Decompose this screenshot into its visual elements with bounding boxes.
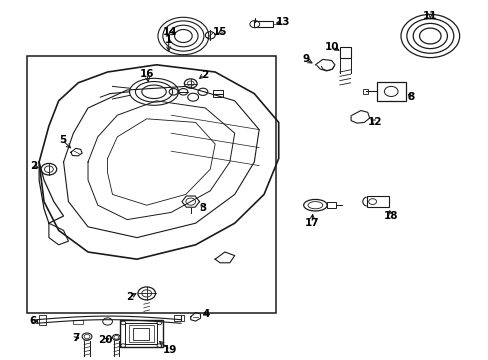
Bar [366, 196, 388, 207]
Text: 2: 2 [126, 292, 133, 302]
Text: 1: 1 [165, 35, 172, 45]
Bar [376, 82, 405, 101]
Text: 10: 10 [325, 42, 339, 52]
Bar [39, 315, 46, 325]
Bar [133, 328, 149, 340]
Text: 17: 17 [304, 218, 319, 228]
Text: 5: 5 [59, 135, 66, 145]
Text: 15: 15 [212, 27, 227, 37]
Text: 19: 19 [163, 345, 177, 355]
Text: 2: 2 [201, 69, 207, 80]
Text: 3: 3 [199, 203, 206, 213]
Text: 6: 6 [30, 316, 37, 326]
Bar [173, 315, 184, 321]
Text: 7: 7 [72, 333, 80, 343]
Bar [73, 320, 83, 324]
Text: 14: 14 [163, 27, 177, 37]
Bar [27, 56, 276, 313]
Text: 18: 18 [383, 211, 398, 221]
Text: 9: 9 [302, 54, 308, 64]
Bar [120, 320, 163, 347]
Bar [362, 89, 367, 94]
Text: 2: 2 [30, 161, 37, 171]
Text: 11: 11 [422, 11, 437, 21]
Text: 13: 13 [275, 17, 289, 27]
Text: 4: 4 [202, 309, 210, 319]
Bar [129, 325, 153, 342]
Bar [212, 90, 223, 97]
Bar [326, 202, 335, 208]
Text: 8: 8 [407, 92, 413, 102]
Bar [339, 47, 350, 58]
Text: 12: 12 [367, 117, 382, 127]
Bar [125, 323, 157, 344]
Bar [254, 21, 272, 27]
Text: 20: 20 [98, 335, 112, 345]
Text: 16: 16 [139, 69, 154, 79]
